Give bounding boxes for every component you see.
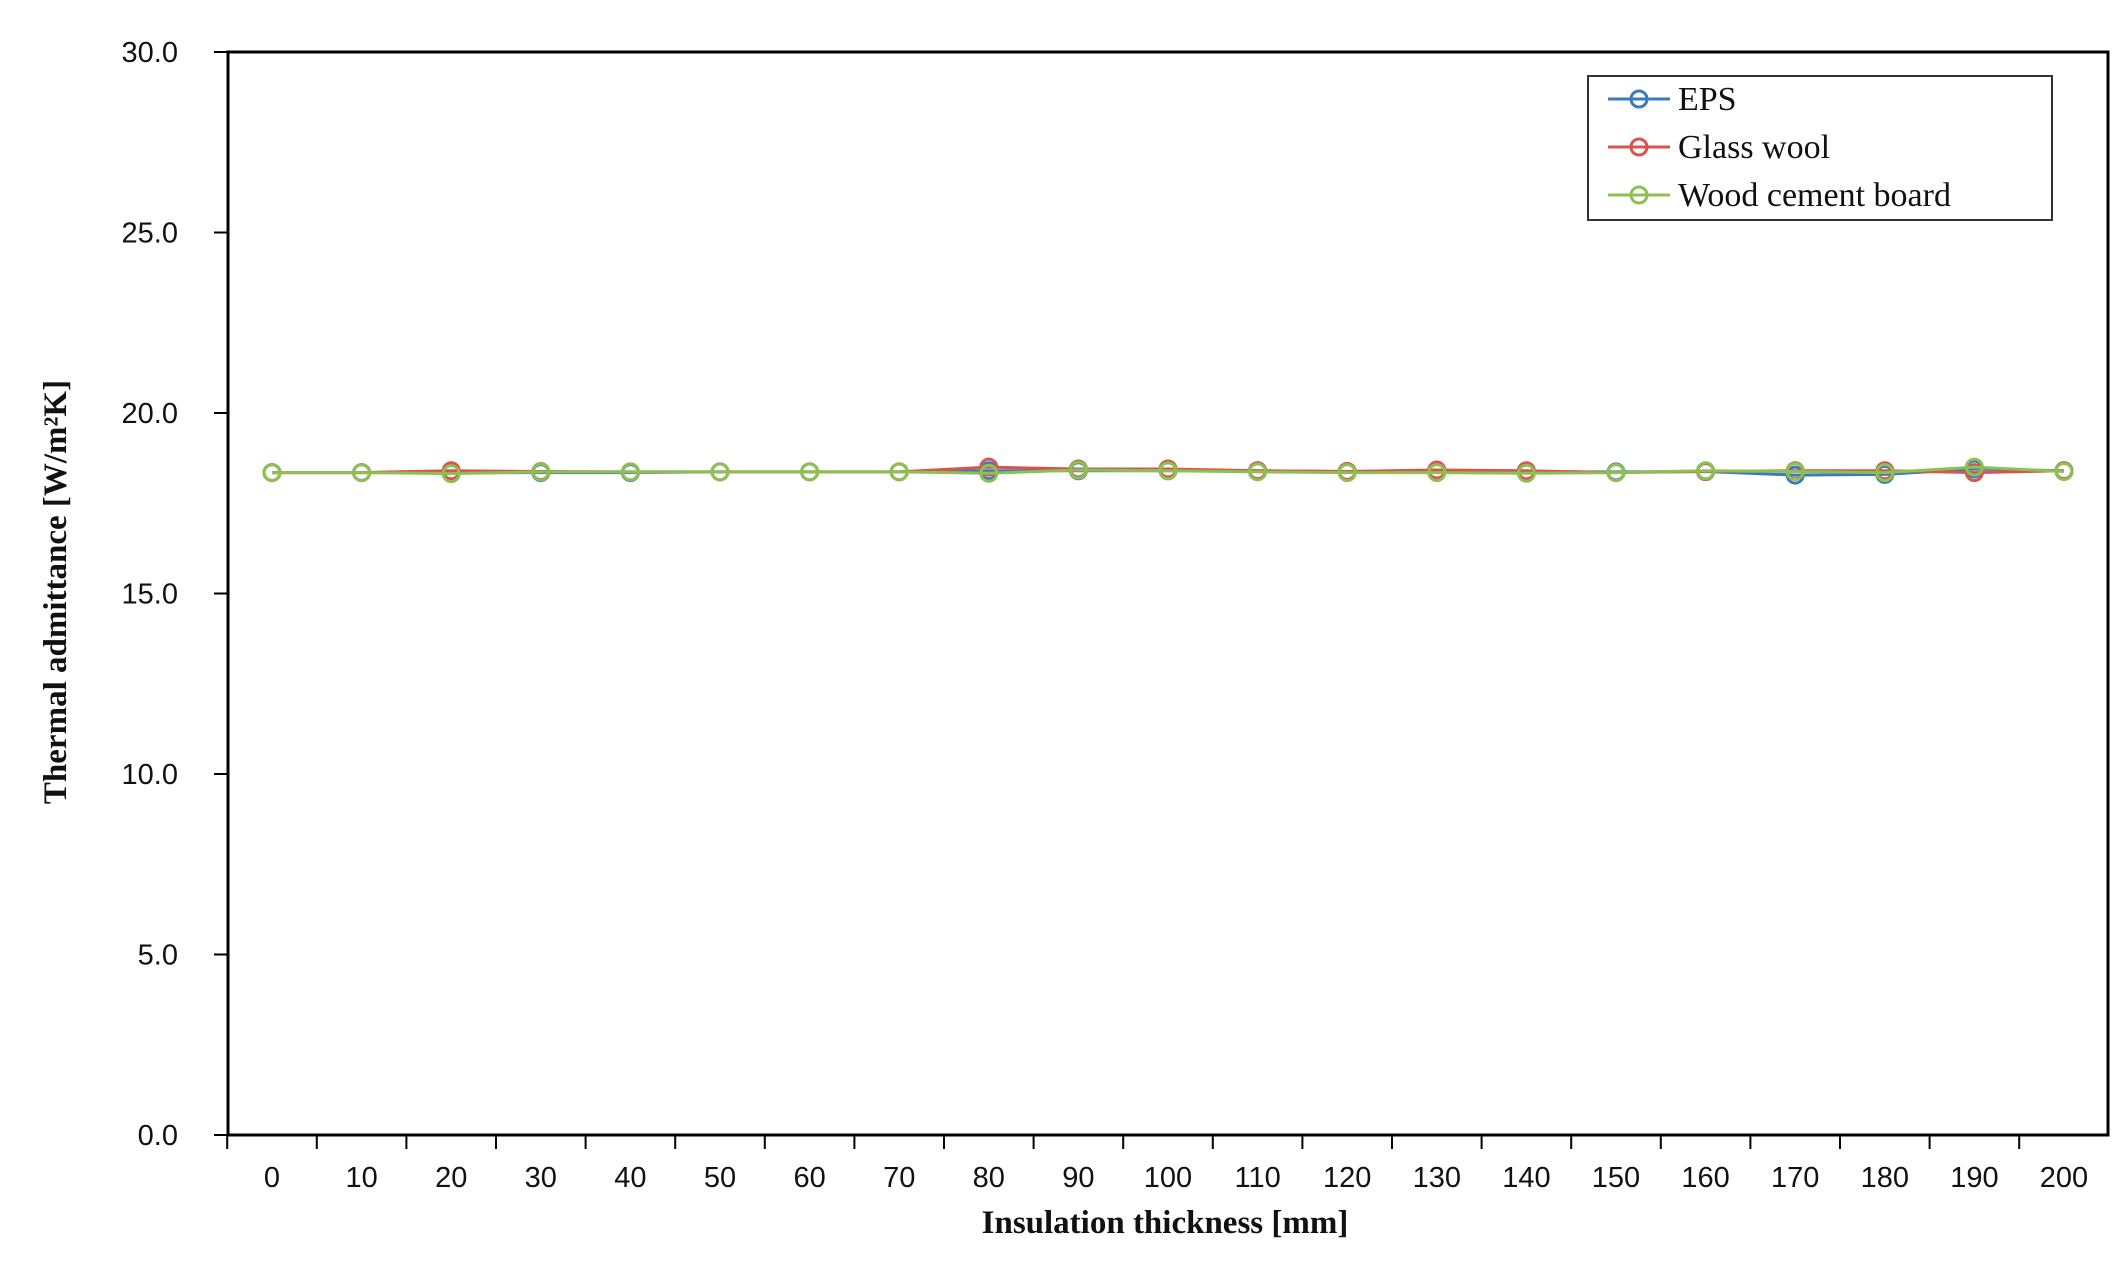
data-point — [889, 462, 909, 482]
y-tick-label: 10.0 — [122, 759, 178, 791]
x-tick-label: 70 — [883, 1162, 915, 1194]
data-point — [2054, 461, 2074, 481]
data-point — [1606, 463, 1626, 483]
legend-label: Glass wool — [1678, 129, 1830, 166]
data-point — [1337, 463, 1357, 483]
data-point — [1427, 463, 1447, 483]
x-tick-label: 50 — [704, 1162, 736, 1194]
legend-marker — [1629, 89, 1649, 109]
data-point — [1068, 460, 1088, 480]
y-axis-title: Thermal admittance [W/m²K] — [38, 380, 74, 804]
x-tick-label: 150 — [1592, 1162, 1640, 1194]
data-point — [1785, 461, 1805, 481]
x-tick-label: 130 — [1413, 1162, 1461, 1194]
data-point — [800, 462, 820, 482]
data-point — [441, 464, 461, 484]
x-tick-label: 60 — [793, 1162, 825, 1194]
legend-label: EPS — [1678, 81, 1737, 118]
data-point — [710, 462, 730, 482]
x-tick-label: 180 — [1861, 1162, 1909, 1194]
data-point — [1964, 457, 1984, 477]
y-tick-label: 25.0 — [122, 218, 178, 250]
y-tick-label: 5.0 — [138, 940, 178, 972]
data-point — [1158, 461, 1178, 481]
data-point — [531, 462, 551, 482]
x-tick-label: 100 — [1144, 1162, 1192, 1194]
data-point — [620, 462, 640, 482]
data-point — [979, 457, 999, 477]
x-tick-label: 20 — [435, 1162, 467, 1194]
x-tick-label: 170 — [1771, 1162, 1819, 1194]
series-layer — [262, 457, 2074, 485]
x-tick-label: 200 — [2040, 1162, 2088, 1194]
x-tick-label: 30 — [525, 1162, 557, 1194]
x-tick-label: 80 — [973, 1162, 1005, 1194]
y-axis: 0.0 5.0 10.0 15.0 20.0 25.0 30.0 — [122, 37, 228, 1152]
x-tick-label: 90 — [1062, 1162, 1094, 1194]
legend-label: Wood cement board — [1678, 177, 1951, 214]
data-point — [1964, 463, 1984, 483]
data-point — [1696, 461, 1716, 481]
x-axis: 0 10 20 30 40 50 60 70 80 90 100 110 120 130 140 150 160… — [226, 1135, 2088, 1194]
y-tick-label: 30.0 — [122, 37, 178, 69]
x-tick-label: 120 — [1323, 1162, 1371, 1194]
series-wood-cement-board — [262, 457, 2074, 484]
x-tick-label: 110 — [1234, 1162, 1280, 1194]
x-tick-label: 140 — [1502, 1162, 1550, 1194]
x-tick-label: 190 — [1950, 1162, 1998, 1194]
data-point — [1248, 462, 1268, 482]
x-tick-label: 0 — [264, 1162, 280, 1194]
data-point — [352, 463, 372, 483]
x-tick-label: 10 — [345, 1162, 377, 1194]
data-point — [979, 463, 999, 483]
legend-marker — [1629, 185, 1649, 205]
data-point — [1516, 463, 1536, 483]
data-point — [1875, 463, 1895, 483]
data-point — [262, 463, 282, 483]
y-tick-label: 15.0 — [122, 579, 178, 611]
y-tick-label: 0.0 — [138, 1120, 178, 1152]
x-tick-label: 40 — [614, 1162, 646, 1194]
legend: EPS Glass wool Wood cement board — [1587, 75, 2053, 221]
x-axis-title: Insulation thickness [mm] — [982, 1205, 1349, 1241]
y-tick-label: 20.0 — [122, 398, 178, 430]
series-line — [272, 465, 2065, 476]
x-tick-label: 160 — [1681, 1162, 1729, 1194]
legend-marker — [1629, 137, 1649, 157]
